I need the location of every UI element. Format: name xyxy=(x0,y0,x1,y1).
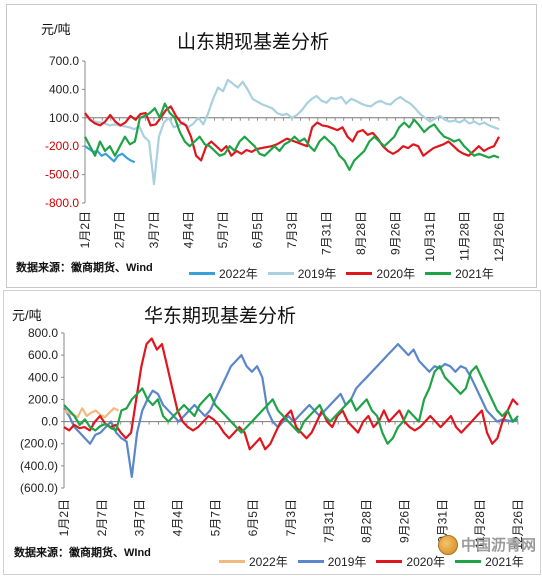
x-tick-label: 7月31日 xyxy=(322,499,336,543)
legend-swatch xyxy=(376,560,403,563)
chart-title: 华东期现基差分析 xyxy=(144,305,297,327)
x-tick-label: 6月5日 xyxy=(246,499,260,536)
x-tick-label: 5月7日 xyxy=(208,499,222,536)
y-tick-label: (400.0) xyxy=(20,459,58,473)
legend-label: 2022年 xyxy=(249,555,288,569)
x-tick-label: 10月31日 xyxy=(423,211,437,262)
x-tick-label: 6月5日 xyxy=(251,211,265,248)
y-tick-label: -800.0 xyxy=(45,196,79,210)
legend-label: 2021年 xyxy=(485,555,524,569)
legend-item: 2020年 xyxy=(376,553,445,570)
legend-item: 2022年 xyxy=(189,265,258,282)
x-tick-label: 4月4日 xyxy=(182,211,196,248)
y-tick-label: -200.0 xyxy=(45,139,79,153)
legend-item: 2020年 xyxy=(346,265,415,282)
series-line-2021年 xyxy=(84,102,500,171)
legend-item: 2019年 xyxy=(267,265,337,282)
legend-swatch xyxy=(297,560,324,563)
y-tick-label: 700.0 xyxy=(49,54,79,68)
x-tick-label: 11月28日 xyxy=(458,211,472,261)
x-tick-label: 8月28日 xyxy=(360,499,374,543)
legend-swatch xyxy=(346,272,373,275)
legend: 2022年 2019年 2020年 2021年 xyxy=(189,265,494,282)
shandong-basis-chart: 山东期现基差分析 元/吨 700.0 400.0 100.0 -200.0 -500.0… xyxy=(6,4,537,288)
data-source: 数据来源：徽商期货、Wind xyxy=(16,262,153,274)
x-tick-label: 12月26日 xyxy=(492,211,506,262)
legend-label: 2022年 xyxy=(219,267,258,281)
series-line-2019年 xyxy=(84,78,500,186)
y-tick-label: 0.0 xyxy=(41,415,58,429)
legend-item: 2019年 xyxy=(297,553,367,570)
legend-swatch xyxy=(455,560,482,563)
x-tick-label: 3月7日 xyxy=(147,211,161,248)
x-tick-label: 3月7日 xyxy=(133,499,147,536)
x-tick-label: 8月28日 xyxy=(354,211,368,255)
x-tick-label: 7月3日 xyxy=(284,499,298,536)
legend-label: 2021年 xyxy=(455,267,494,281)
legend-item: 2021年 xyxy=(455,553,524,570)
x-tick-label: 4月4日 xyxy=(171,499,185,536)
y-tick-label: 400.0 xyxy=(28,370,58,384)
watermark-text: 中国沥青网 xyxy=(461,537,537,554)
y-tick-label: 600.0 xyxy=(28,348,58,362)
legend-label: 2019年 xyxy=(327,555,367,569)
data-source: 数据来源：徽商期货、WInd xyxy=(14,547,151,559)
legend-label: 2019年 xyxy=(297,267,337,281)
y-axis-unit: 元/吨 xyxy=(12,308,42,323)
series-line-2020年 xyxy=(63,337,519,451)
legend-label: 2020年 xyxy=(406,555,446,569)
watermark: 中国沥青网 xyxy=(438,534,536,555)
x-tick-label: 1月2日 xyxy=(78,211,92,248)
series-line-2019年 xyxy=(63,342,519,478)
x-tick-label: 11月28日 xyxy=(473,499,487,549)
y-tick-label: 100.0 xyxy=(49,111,79,125)
legend-label: 2020年 xyxy=(376,267,416,281)
legend-swatch xyxy=(425,272,452,275)
legend: 2022年 2019年 2020年 2021年 xyxy=(219,553,524,570)
x-tick-label: 2月7日 xyxy=(113,211,127,248)
x-tick-label: 5月7日 xyxy=(216,211,230,248)
huadong-basis-chart: 华东期现基差分析 元/吨 800.0 600.0 400.0 200.0 0.0 (200… xyxy=(3,290,541,575)
legend-swatch xyxy=(189,272,215,275)
x-tick-label: 12月26日 xyxy=(511,499,525,550)
legend-swatch xyxy=(267,272,294,275)
y-tick-label: 400.0 xyxy=(49,82,79,96)
y-tick-label: (200.0) xyxy=(20,437,58,451)
y-axis-unit: 元/吨 xyxy=(41,22,71,37)
x-tick-label: 9月26日 xyxy=(389,211,403,255)
y-tick-label: 800.0 xyxy=(28,326,58,340)
watermark-logo-icon xyxy=(438,534,458,555)
legend-swatch xyxy=(219,560,245,563)
y-tick-label: 200.0 xyxy=(28,392,58,406)
y-tick-label: -500.0 xyxy=(45,168,79,182)
x-tick-label: 1月2日 xyxy=(57,499,71,536)
x-tick-label: 7月3日 xyxy=(285,211,299,248)
legend-item: 2021年 xyxy=(425,265,494,282)
legend-item: 2022年 xyxy=(219,553,288,570)
x-tick-label: 2月7日 xyxy=(95,499,109,536)
chart-title: 山东期现基差分析 xyxy=(177,31,330,53)
x-tick-label: 7月31日 xyxy=(320,211,334,255)
y-tick-label: (600.0) xyxy=(20,481,58,495)
plot-area: 800.0 600.0 400.0 200.0 0.0 (200.0) (400.0) (60… xyxy=(20,326,525,550)
series-line-2021年 xyxy=(63,365,519,445)
x-tick-label: 9月26日 xyxy=(398,499,412,543)
